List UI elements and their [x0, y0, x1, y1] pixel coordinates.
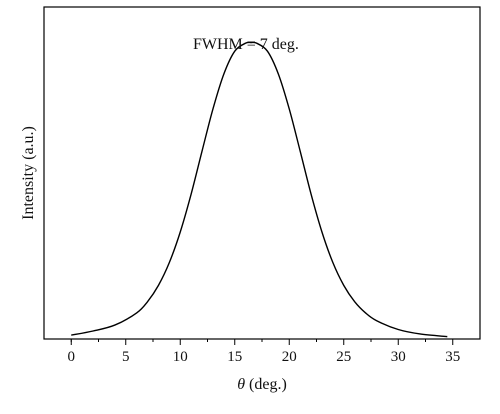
x-tick-label: 15: [227, 349, 242, 365]
y-axis-label: Intensity (a.u.): [20, 126, 37, 220]
x-axis-ticks: 0 5 10 15 20 25 30 35: [68, 339, 460, 365]
intensity-curve: [71, 41, 448, 338]
x-tick-label: 10: [173, 349, 188, 365]
x-tick-label: 30: [391, 349, 406, 365]
fwhm-annotation: FWHM = 7 deg.: [193, 36, 299, 53]
x-tick-label: 20: [282, 349, 297, 365]
x-axis-label-symbol: θ: [237, 376, 245, 393]
x-axis-label-unit: (deg.): [245, 376, 287, 393]
x-tick-label: 0: [68, 349, 76, 365]
x-tick-label: 25: [336, 349, 351, 365]
x-tick-label: 5: [122, 349, 130, 365]
x-axis-label: θ (deg.): [237, 376, 287, 393]
plot-frame: [43, 6, 481, 340]
x-tick-label: 35: [445, 349, 460, 365]
